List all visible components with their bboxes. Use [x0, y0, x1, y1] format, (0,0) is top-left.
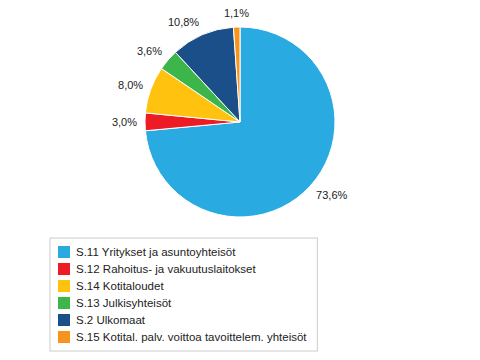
data-label: 1,1%	[224, 7, 249, 19]
legend-item: S.15 Kotital. palv. voittoa tavoittelem.…	[58, 331, 307, 343]
legend: S.11 Yritykset ja asuntoyhteisöt S.12 Rah…	[50, 238, 317, 351]
legend-swatch	[58, 246, 70, 258]
legend-item: S.11 Yritykset ja asuntoyhteisöt	[58, 246, 236, 258]
legend-swatch	[58, 280, 70, 292]
data-labels: 73,6% 3,0% 8,0% 3,6% 10,8% 1,1%	[112, 7, 348, 201]
legend-label: S.2 Ulkomaat	[76, 314, 146, 326]
data-label: 3,6%	[137, 45, 162, 57]
legend-item: S.12 Rahoitus- ja vakuutuslaitokset	[58, 263, 256, 275]
pie-slice	[175, 27, 240, 122]
data-label: 73,6%	[316, 189, 347, 201]
data-label: 10,8%	[168, 16, 199, 28]
legend-label: S.11 Yritykset ja asuntoyhteisöt	[76, 246, 236, 258]
legend-item: S.13 Julkisyhteisöt	[58, 297, 172, 309]
legend-label: S.12 Rahoitus- ja vakuutuslaitokset	[76, 263, 256, 275]
legend-frame	[50, 238, 317, 351]
pie-slice	[233, 27, 240, 122]
legend-label: S.14 Kotitaloudet	[76, 280, 164, 292]
pie	[145, 27, 335, 217]
legend-swatch	[58, 331, 70, 343]
legend-swatch	[58, 314, 70, 326]
legend-swatch	[58, 297, 70, 309]
chart: 73,6% 3,0% 8,0% 3,6% 10,8% 1,1% S.11 Yritykset…	[0, 0, 480, 360]
legend-swatch	[58, 263, 70, 275]
legend-label: S.15 Kotital. palv. voittoa tavoittelem.…	[76, 331, 307, 343]
legend-item: S.2 Ulkomaat	[58, 314, 146, 326]
pie-slice	[145, 27, 335, 217]
legend-item: S.14 Kotitaloudet	[58, 280, 164, 292]
data-label: 3,0%	[112, 116, 137, 128]
legend-label: S.13 Julkisyhteisöt	[76, 297, 172, 309]
data-label: 8,0%	[118, 79, 143, 91]
